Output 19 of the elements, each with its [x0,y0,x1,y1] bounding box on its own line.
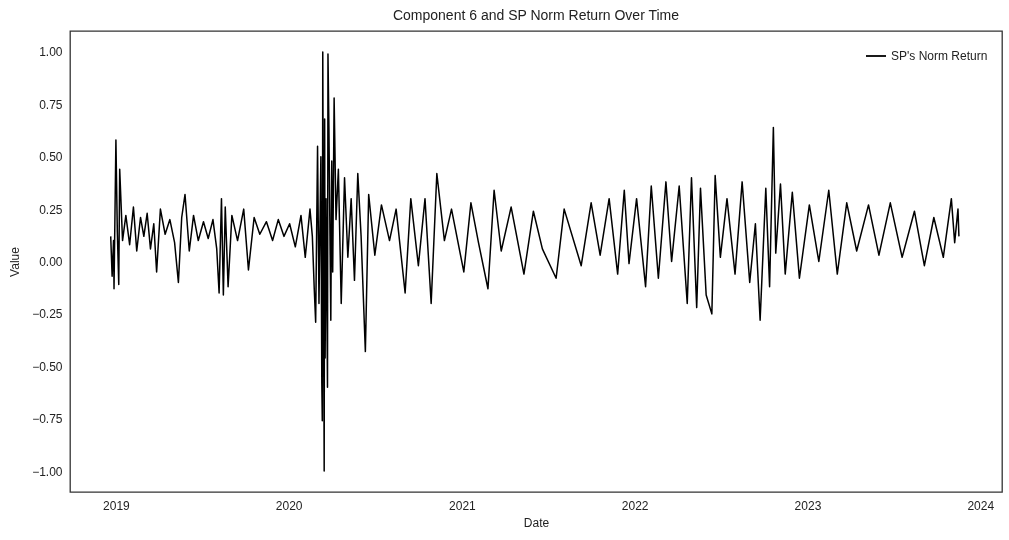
y-tick-label: −0.75 [32,412,63,427]
y-tick-label: 0.50 [39,150,63,165]
y-tick-label: 0.25 [39,202,63,217]
legend-label: SP's Norm Return [891,49,988,63]
x-axis-title: Date [523,515,550,530]
y-axis-title: Value [8,246,23,277]
y-tick-label: 0.00 [39,255,63,269]
x-tick-label: 2019 [103,498,131,513]
x-tick-label: 2022 [621,498,649,513]
y-tick-label: 1.00 [39,45,63,60]
x-tick-label: 2020 [275,498,303,513]
y-tick-label: −0.50 [32,359,63,374]
y-tick-label: −1.00 [32,464,63,479]
y-tick-label: −0.25 [32,307,63,322]
x-tick-label: 2021 [449,498,477,513]
chart-title: Component 6 and SP Norm Return Over Time [392,7,680,23]
y-tick-label: 0.75 [39,97,63,112]
x-tick-label: 2024 [967,498,995,513]
x-tick-label: 2023 [794,498,822,513]
